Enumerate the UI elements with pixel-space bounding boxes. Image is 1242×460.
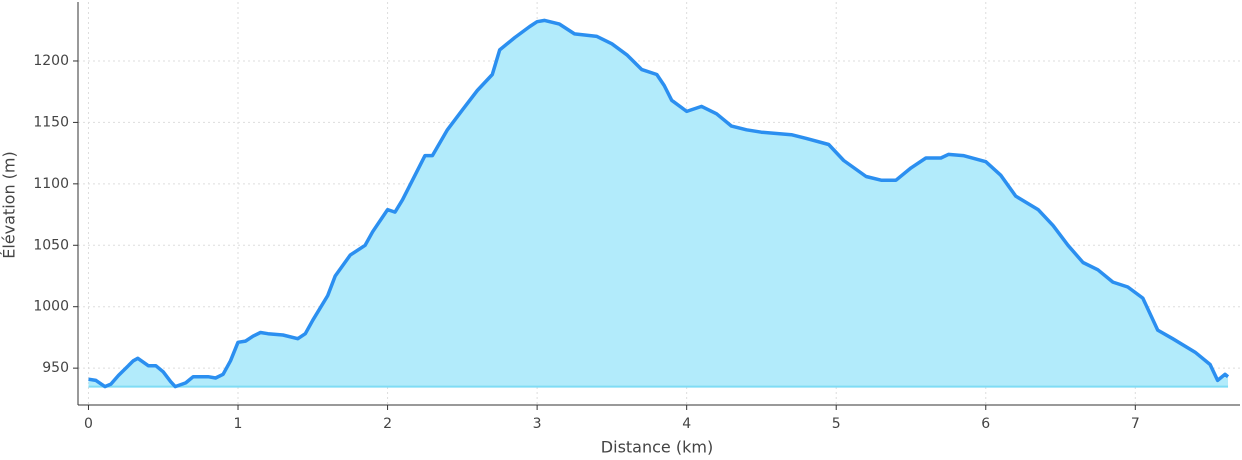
x-axis-label: Distance (km) <box>601 438 713 457</box>
x-tick-label: 3 <box>533 416 542 432</box>
x-tick-label: 0 <box>84 416 93 432</box>
y-axis-label: Élévation (m) <box>0 151 19 258</box>
line <box>88 18 1230 389</box>
y-tick-label: 1000 <box>33 299 69 315</box>
x-tick-label: 7 <box>1131 416 1140 432</box>
x-tick-label: 6 <box>981 416 990 432</box>
y-tick-label: 1200 <box>33 53 69 69</box>
area <box>88 20 1229 387</box>
y-tick-label: 1100 <box>33 176 69 192</box>
y-tick-label: 1050 <box>33 237 69 253</box>
x-tick-label: 4 <box>682 416 691 432</box>
x-tick-label: 1 <box>234 416 243 432</box>
x-tick-label: 5 <box>832 416 841 432</box>
y-tick-label: 1150 <box>33 114 69 130</box>
y-tick-label: 950 <box>42 360 69 376</box>
x-tick-label: 2 <box>383 416 392 432</box>
